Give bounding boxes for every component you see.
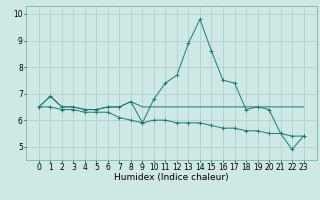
X-axis label: Humidex (Indice chaleur): Humidex (Indice chaleur)	[114, 173, 228, 182]
